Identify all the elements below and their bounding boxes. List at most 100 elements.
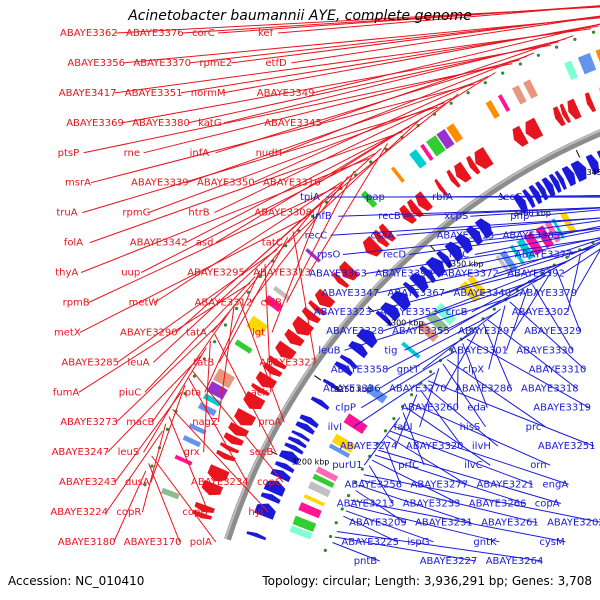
forward-gene-label: asd — [196, 238, 214, 249]
reverse-gene-leader — [423, 385, 499, 447]
inner-tick-dot — [334, 521, 338, 525]
reverse-gene-leader — [402, 412, 425, 466]
inner-tick-dot — [492, 307, 496, 311]
reverse-cog-block — [535, 225, 554, 249]
reverse-gene-label: ABAYE3320 — [406, 441, 464, 452]
forward-gene-label: ptsP — [58, 148, 80, 159]
forward-gene-label: truA — [56, 208, 77, 219]
outer-tick-dot — [235, 306, 239, 311]
reverse-gene-label: clpX — [463, 364, 485, 375]
reverse-gene-leader — [371, 459, 460, 504]
outer-tick-dot — [143, 483, 147, 487]
forward-cog-block — [272, 285, 290, 301]
reverse-gene-leader — [447, 274, 547, 332]
reverse-gene-leader — [513, 271, 552, 332]
reverse-gene-leader — [488, 305, 506, 370]
forward-gene-label: nudH — [256, 148, 283, 159]
forward-gene-leader — [215, 121, 416, 244]
forward-gene-label: calB — [261, 298, 282, 309]
gene-labels: ABAYE3362 ABAYE3376 corC kef ABAYE3356 ABAYE3… — [50, 28, 600, 567]
forward-gene-leader — [82, 106, 439, 214]
reverse-gene-label: rluC — [449, 250, 469, 261]
forward-gene-label: ABAYE3350 — [197, 178, 255, 189]
reverse-gene-arrow — [444, 241, 464, 262]
forward-gene-leader — [79, 217, 307, 333]
reverse-gene-leader — [334, 536, 476, 562]
forward-gene-leader — [88, 186, 337, 303]
reverse-gene-label: purU1 — [332, 460, 362, 471]
reverse-gene-label: recC — [305, 230, 328, 241]
forward-gene-arrow — [216, 449, 236, 462]
forward-gene-leader — [214, 97, 452, 214]
forward-gene-label: ABAYE3339 — [131, 178, 189, 189]
reverse-gene-label: ABAYE3355 — [392, 326, 450, 337]
reverse-gene-arrow — [246, 531, 267, 541]
reverse-gene-label: ABAYE3227 — [420, 556, 478, 567]
reverse-gene-leader — [332, 542, 380, 562]
reverse-gene-label: ABAYE3310 — [529, 364, 587, 375]
reverse-gene-label: ABAYE3372 — [441, 269, 499, 280]
forward-gene-leader — [217, 5, 600, 34]
reverse-gene-leader — [378, 331, 475, 390]
forward-gene-arrow — [446, 169, 461, 188]
forward-gene-arrow — [192, 509, 213, 520]
forward-gene-arrow — [284, 328, 305, 347]
reverse-gene-label: pap — [366, 192, 385, 203]
forward-cog-block — [206, 381, 228, 400]
reverse-gene-label: ABAYE3340 — [454, 288, 512, 299]
forward-gene-leader — [188, 377, 248, 483]
forward-cog-block — [497, 94, 511, 112]
outer-tick-dot — [369, 160, 373, 164]
forward-gene-arrow — [263, 362, 283, 377]
reverse-gene-arrow — [409, 272, 429, 293]
forward-gene-leader — [218, 237, 289, 363]
reverse-cog-block — [426, 311, 449, 334]
reverse-gene-arrow — [454, 233, 473, 254]
reverse-gene-leader — [435, 259, 571, 313]
forward-gene-leader — [141, 423, 167, 513]
forward-gene-label: ABAYE3243 — [59, 477, 117, 488]
forward-gene-arrow — [339, 261, 360, 281]
forward-gene-label: ABAYE3380 — [132, 118, 190, 129]
forward-gene-label: ABAYE3247 — [52, 447, 110, 458]
outer-tick-dot — [536, 53, 541, 57]
outer-tick-dot — [449, 101, 453, 105]
forward-gene-label: secB — [250, 447, 274, 458]
reverse-gene-label: csaA — [371, 230, 395, 241]
forward-gene-label: kef — [258, 28, 274, 39]
reverse-gene-label: ABAYE3390 — [375, 269, 433, 280]
reverse-gene-arrow — [390, 290, 411, 311]
forward-gene-label: ABAYE3295 — [187, 268, 245, 279]
forward-gene-label: ABAYE3312 — [195, 298, 253, 309]
forward-gene-leader — [181, 5, 600, 34]
reverse-gene-label: ABAYE3318 — [521, 384, 579, 395]
forward-gene-label: hyi — [248, 507, 263, 518]
reverse-gene-leader — [336, 531, 542, 562]
forward-gene-arrow — [207, 464, 230, 482]
reverse-gene-leader — [532, 284, 573, 351]
reverse-gene-label: ABAYE3251 — [538, 441, 596, 452]
forward-gene-leader — [175, 211, 312, 333]
reverse-gene-label: ABAYE3377 — [515, 250, 573, 261]
reverse-gene-label: ABAYE3328 — [326, 326, 384, 337]
reverse-gene-label: fabI — [394, 422, 413, 433]
reverse-cog-block — [495, 254, 512, 275]
forward-cog-block — [511, 85, 527, 105]
forward-gene-leader — [312, 23, 600, 94]
forward-gene-arrow — [415, 191, 433, 212]
forward-gene-leader — [113, 470, 147, 543]
reverse-cog-block — [303, 494, 326, 507]
reverse-gene-leader — [330, 217, 600, 236]
reverse-gene-label: eda — [467, 403, 486, 414]
reverse-gene-arrow — [291, 430, 310, 442]
reverse-gene-arrow — [541, 177, 556, 197]
forward-gene-leader — [281, 52, 535, 154]
forward-gene-leader — [308, 143, 388, 273]
forward-gene-label: grx — [184, 447, 200, 458]
reverse-gene-arrow — [310, 396, 330, 411]
forward-gene-leader — [81, 158, 369, 273]
forward-gene-leader — [83, 63, 513, 154]
forward-gene-leader — [215, 55, 527, 154]
reverse-gene-arrow — [380, 302, 401, 322]
reverse-gene-label: ABAYE3233 — [403, 499, 461, 510]
